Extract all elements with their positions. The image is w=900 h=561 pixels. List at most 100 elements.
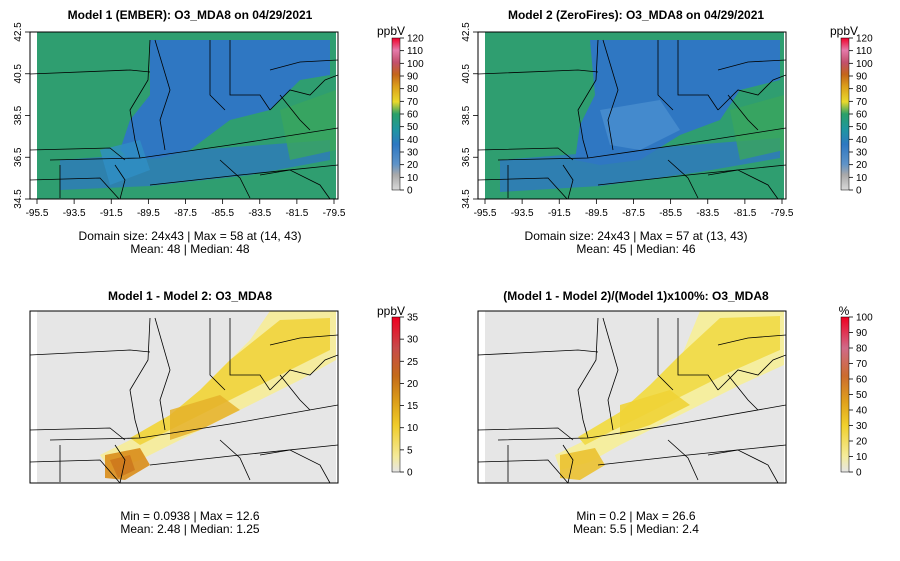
colorbar-tick-label: 40 <box>856 406 868 417</box>
panel-4-colorbar-unit: % <box>839 304 850 318</box>
panel-3-colorbar: ppbV 0 5 10 15 20 25 30 35 <box>377 304 419 479</box>
colorbar-tick-label: 80 <box>856 84 868 95</box>
colorbar-tick-label: 30 <box>407 148 419 159</box>
y-tick-label: 38.5 <box>13 105 24 125</box>
panel-2: Model 2 (ZeroFires): O3_MDA8 on 04/29/20… <box>461 8 873 256</box>
x-tick-label: -91.5 <box>548 208 571 219</box>
x-tick-label: -93.5 <box>63 208 86 219</box>
colorbar-tick-label: 50 <box>407 122 419 133</box>
panel-3-frame <box>29 310 339 484</box>
panel-1-state-borders <box>30 39 338 199</box>
panel-3-state-borders <box>30 317 338 483</box>
panel-1-title: Model 1 (EMBER): O3_MDA8 on 04/29/2021 <box>68 8 313 22</box>
colorbar-tick-label: 100 <box>856 313 873 324</box>
y-tick-label: 40.5 <box>13 64 24 84</box>
colorbar-tick-label: 20 <box>856 437 868 448</box>
colorbar-tick-label: 25 <box>407 357 419 368</box>
colorbar-tick-label: 120 <box>856 34 873 45</box>
colorbar-tick-label: 10 <box>856 173 868 184</box>
panel-4-stats-line2: Mean: 5.5 | Median: 2.4 <box>573 522 699 536</box>
x-tick-label: -79.5 <box>323 208 346 219</box>
colorbar-tick-label: 10 <box>407 173 419 184</box>
colorbar-tick-label: 100 <box>407 59 424 70</box>
x-tick-label: -95.5 <box>26 208 49 219</box>
x-tick-label: -87.5 <box>174 208 197 219</box>
colorbar-tick-label: 110 <box>856 46 872 57</box>
y-tick-label: 36.5 <box>461 147 472 167</box>
y-tick-label: 36.5 <box>13 147 24 167</box>
y-tick-label: 42.5 <box>461 22 472 42</box>
panel-4-heatmap <box>485 311 784 483</box>
colorbar-tick-label: 100 <box>856 59 873 70</box>
panel-4-stats-line1: Min = 0.2 | Max = 26.6 <box>576 509 696 523</box>
colorbar-tick-label: 15 <box>407 401 419 412</box>
colorbar-tick-label: 0 <box>856 468 862 479</box>
panel-2-state-borders <box>478 39 786 199</box>
colorbar-tick-label: 90 <box>856 72 868 83</box>
colorbar-tick-label: 0 <box>407 186 413 197</box>
panel-3-colorbar-unit: ppbV <box>377 304 405 318</box>
panel-3-heatmap <box>37 311 336 483</box>
y-tick-label: 34.5 <box>13 189 24 209</box>
colorbar-tick-label: 60 <box>856 110 868 121</box>
panel-4-state-borders <box>478 317 786 483</box>
colorbar-tick-label: 50 <box>856 390 868 401</box>
x-tick-label: -85.5 <box>211 208 234 219</box>
panel-4: (Model 1 - Model 2)/(Model 1)x100%: O3_M… <box>477 289 873 536</box>
colorbar-tick-label: 30 <box>856 148 868 159</box>
colorbar-tick-label: 20 <box>856 160 868 171</box>
y-tick-label: 34.5 <box>461 189 472 209</box>
y-tick-label: 38.5 <box>461 105 472 125</box>
colorbar-tick-label: 40 <box>856 135 868 146</box>
x-tick-label: -85.5 <box>659 208 682 219</box>
panel-1-heatmap <box>37 32 336 199</box>
colorbar-tick-label: 110 <box>407 46 423 57</box>
panel-2-stats-line1: Domain size: 24x43 | Max = 57 at (13, 43… <box>525 229 748 243</box>
colorbar-tick-label: 120 <box>407 34 424 45</box>
colorbar-tick-label: 10 <box>856 452 868 463</box>
x-tick-label: -81.5 <box>733 208 756 219</box>
panel-4-colorbar: % 0 10 20 30 40 50 60 70 80 90 100 <box>839 304 873 479</box>
panel-4-title: (Model 1 - Model 2)/(Model 1)x100%: O3_M… <box>503 289 769 303</box>
panel-1: Model 1 (EMBER): O3_MDA8 on 04/29/2021 <box>13 8 424 256</box>
panel-2-heatmap <box>485 32 784 199</box>
panel-3-stats-line1: Min = 0.0938 | Max = 12.6 <box>120 509 260 523</box>
panel-3-title: Model 1 - Model 2: O3_MDA8 <box>108 289 272 303</box>
panel-2-title: Model 2 (ZeroFires): O3_MDA8 on 04/29/20… <box>508 8 764 22</box>
colorbar-tick-label: 20 <box>407 160 419 171</box>
colorbar-tick-label: 0 <box>407 468 413 479</box>
x-tick-label: -91.5 <box>100 208 123 219</box>
colorbar-tick-label: 20 <box>407 379 419 390</box>
panel-2-stats-line2: Mean: 45 | Median: 46 <box>576 242 696 256</box>
panel-3: Model 1 - Model 2: O3_MDA8 <box>29 289 419 536</box>
colorbar-tick-label: 80 <box>407 84 419 95</box>
colorbar-tick-label: 5 <box>407 445 413 456</box>
colorbar-tick-label: 70 <box>856 97 868 108</box>
panel-1-stats-line2: Mean: 48 | Median: 48 <box>130 242 250 256</box>
x-tick-label: -89.5 <box>137 208 160 219</box>
panel-2-y-axis: 34.5 36.5 38.5 40.5 42.5 <box>461 22 478 209</box>
x-tick-label: -83.5 <box>248 208 271 219</box>
colorbar-tick-label: 90 <box>407 72 419 83</box>
x-tick-label: -81.5 <box>285 208 308 219</box>
colorbar-tick-label: 40 <box>407 135 419 146</box>
panel-3-stats-line2: Mean: 2.48 | Median: 1.25 <box>120 522 260 536</box>
panel-2-x-axis: -95.5 -93.5 -91.5 -89.5 -87.5 -85.5 -83.5 -81.5… <box>474 199 794 219</box>
x-tick-label: -89.5 <box>585 208 608 219</box>
x-tick-label: -83.5 <box>696 208 719 219</box>
y-tick-label: 40.5 <box>461 64 472 84</box>
x-tick-label: -87.5 <box>622 208 645 219</box>
colorbar-tick-label: 70 <box>407 97 419 108</box>
panel-1-stats-line1: Domain size: 24x43 | Max = 58 at (14, 43… <box>79 229 302 243</box>
colorbar-tick-label: 90 <box>856 328 868 339</box>
colorbar-tick-label: 80 <box>856 344 868 355</box>
colorbar-tick-label: 70 <box>856 359 868 370</box>
colorbar-tick-label: 60 <box>407 110 419 121</box>
panel-2-colorbar-unit: ppbV <box>830 24 858 38</box>
colorbar-tick-label: 10 <box>407 423 419 434</box>
colorbar-tick-label: 35 <box>407 313 419 324</box>
panel-1-x-axis: -95.5 -93.5 -91.5 -89.5 -87.5 -85.5 -83.5 -81.5… <box>26 199 346 219</box>
colorbar-tick-label: 30 <box>407 335 419 346</box>
